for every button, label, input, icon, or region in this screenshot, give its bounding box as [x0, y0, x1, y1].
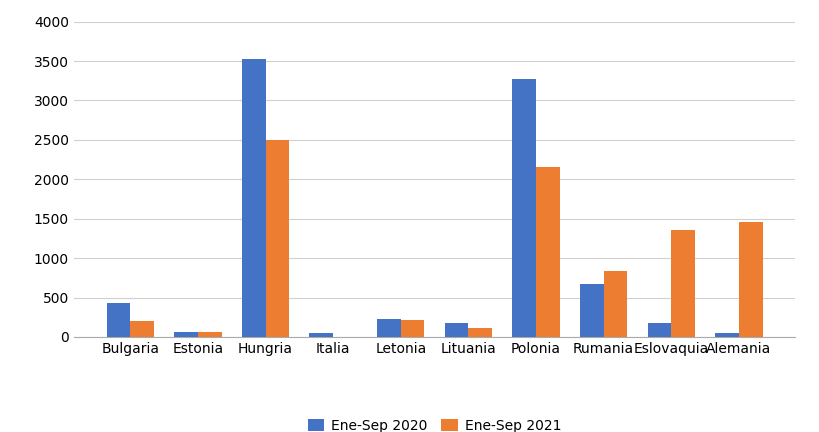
- Bar: [444, 323, 468, 337]
- Bar: [579, 284, 603, 337]
- Bar: [512, 79, 536, 337]
- Bar: [671, 230, 695, 337]
- Bar: [714, 333, 738, 337]
- Bar: [738, 222, 762, 337]
- Bar: [130, 321, 154, 337]
- Bar: [309, 334, 333, 337]
- Bar: [197, 332, 221, 337]
- Bar: [377, 319, 400, 337]
- Legend: Ene-Sep 2020, Ene-Sep 2021: Ene-Sep 2020, Ene-Sep 2021: [301, 413, 567, 432]
- Bar: [536, 168, 559, 337]
- Bar: [242, 59, 265, 337]
- Bar: [106, 303, 130, 337]
- Bar: [265, 140, 289, 337]
- Bar: [468, 328, 491, 337]
- Bar: [603, 271, 627, 337]
- Bar: [174, 332, 197, 337]
- Bar: [647, 323, 671, 337]
- Bar: [400, 321, 424, 337]
